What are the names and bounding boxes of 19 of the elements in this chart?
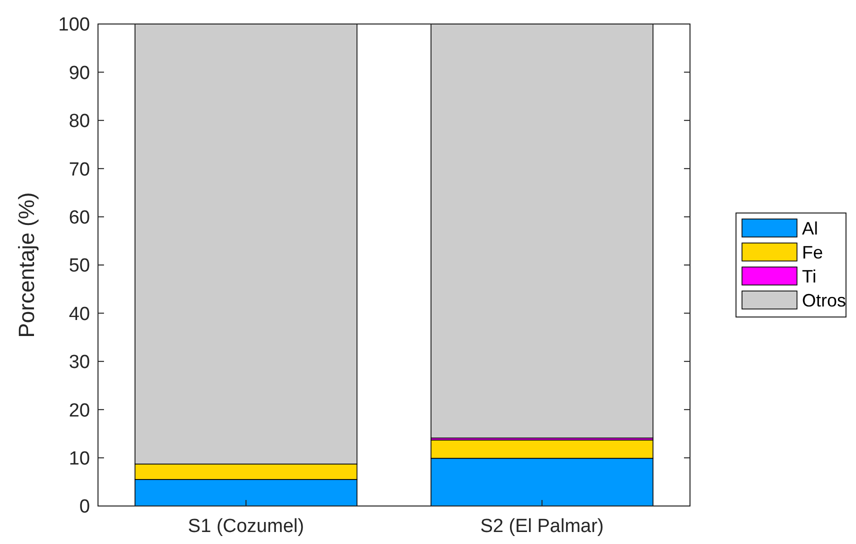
legend-label: Fe — [802, 242, 824, 262]
bar — [430, 24, 654, 438]
y-tick-label: 50 — [68, 256, 90, 277]
legend-label: Al — [802, 218, 818, 238]
y-axis-title: Porcentaje (%) — [14, 192, 39, 338]
x-tick-label: S1 (Cozumel) — [188, 516, 304, 537]
y-tick-label: 80 — [68, 111, 90, 132]
legend-label: Ti — [802, 266, 816, 286]
y-tick-label: 90 — [68, 62, 90, 84]
legend-label: Otros — [802, 290, 846, 310]
y-tick-label: 20 — [68, 400, 90, 422]
x-tick-label: S2 (El Palmar) — [480, 516, 604, 537]
y-tick-label: 30 — [68, 352, 90, 374]
y-tick-label: 10 — [68, 448, 90, 470]
y-tick-label: 60 — [68, 207, 90, 228]
y-tick-label: 0 — [79, 496, 90, 518]
y-tick-label: 70 — [68, 159, 90, 180]
y-tick-label: 40 — [68, 304, 90, 325]
y-tick-label: 100 — [58, 14, 90, 36]
